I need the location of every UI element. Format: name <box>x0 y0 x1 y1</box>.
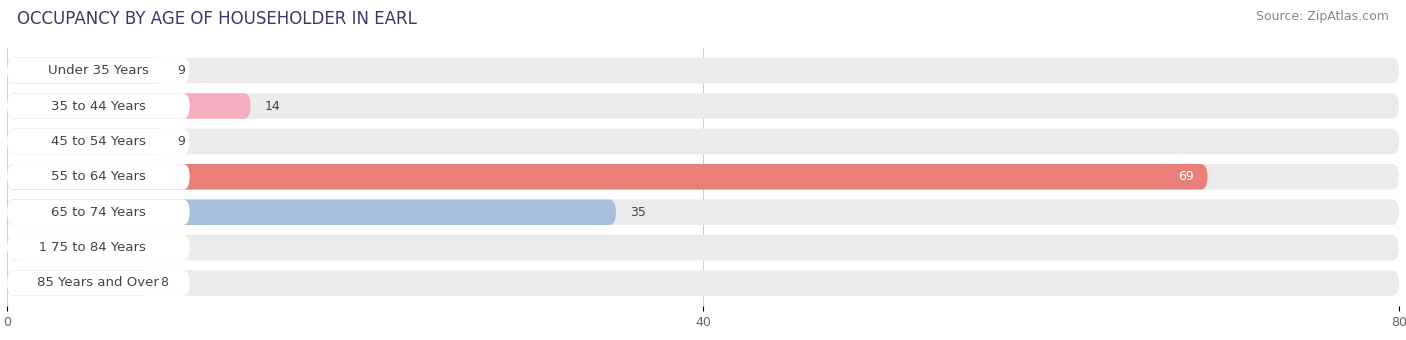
Text: 45 to 54 Years: 45 to 54 Years <box>51 135 146 148</box>
FancyBboxPatch shape <box>7 270 146 296</box>
Text: 9: 9 <box>177 135 186 148</box>
Text: 75 to 84 Years: 75 to 84 Years <box>51 241 146 254</box>
Text: Source: ZipAtlas.com: Source: ZipAtlas.com <box>1256 10 1389 23</box>
Text: Under 35 Years: Under 35 Years <box>48 64 149 77</box>
FancyBboxPatch shape <box>7 164 190 189</box>
FancyBboxPatch shape <box>7 270 1399 296</box>
Text: 14: 14 <box>264 100 280 113</box>
FancyBboxPatch shape <box>7 164 1208 189</box>
FancyBboxPatch shape <box>7 164 1399 189</box>
FancyBboxPatch shape <box>7 235 190 260</box>
Text: 65 to 74 Years: 65 to 74 Years <box>51 206 146 219</box>
FancyBboxPatch shape <box>7 200 190 225</box>
Text: 69: 69 <box>1178 170 1194 183</box>
FancyBboxPatch shape <box>7 200 1399 225</box>
Text: 35: 35 <box>630 206 645 219</box>
FancyBboxPatch shape <box>7 129 163 154</box>
Text: 8: 8 <box>160 276 169 289</box>
FancyBboxPatch shape <box>7 93 1399 119</box>
Text: 9: 9 <box>177 64 186 77</box>
FancyBboxPatch shape <box>7 58 190 83</box>
FancyBboxPatch shape <box>7 58 163 83</box>
FancyBboxPatch shape <box>7 93 250 119</box>
Text: 1: 1 <box>38 241 46 254</box>
FancyBboxPatch shape <box>7 200 616 225</box>
FancyBboxPatch shape <box>7 129 1399 154</box>
FancyBboxPatch shape <box>7 270 190 296</box>
Text: 35 to 44 Years: 35 to 44 Years <box>51 100 146 113</box>
Text: OCCUPANCY BY AGE OF HOUSEHOLDER IN EARL: OCCUPANCY BY AGE OF HOUSEHOLDER IN EARL <box>17 10 416 28</box>
FancyBboxPatch shape <box>7 129 190 154</box>
Text: 55 to 64 Years: 55 to 64 Years <box>51 170 146 183</box>
Text: 85 Years and Over: 85 Years and Over <box>38 276 159 289</box>
FancyBboxPatch shape <box>7 235 1399 260</box>
FancyBboxPatch shape <box>7 93 190 119</box>
FancyBboxPatch shape <box>7 58 1399 83</box>
FancyBboxPatch shape <box>7 235 24 260</box>
